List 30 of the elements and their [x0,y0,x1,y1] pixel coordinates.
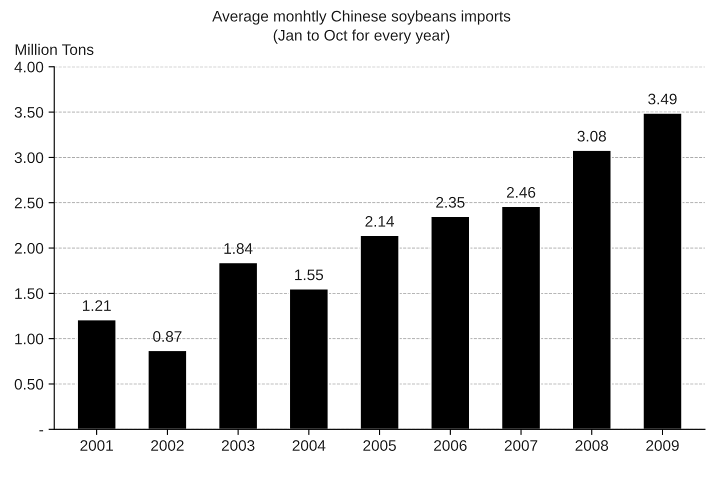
y-tick-label: - [39,430,44,432]
data-label: 1.21 [82,300,111,311]
chart-subtitle: (Jan to Oct for every year) [274,29,450,44]
data-label: 3.08 [577,130,606,142]
y-tick-label: 1.50 [15,288,44,300]
y-tick-label: 4.00 [14,62,44,72]
chart-title: Average monhtly Chinese soybeans imports [212,10,510,25]
data-label: 2.46 [506,186,536,198]
x-tick-label: 2008 [576,440,608,451]
y-tick-label: 2.50 [14,198,44,208]
x-tick-label: 2007 [504,440,538,451]
data-label: 2.35 [436,196,465,208]
x-tick-label: 2005 [363,440,396,451]
data-label: 2.14 [365,216,394,227]
data-label: 1.84 [224,243,253,254]
x-tick-label: 2004 [292,440,326,451]
y-tick-label: 3.50 [14,106,44,118]
y-tick-label: 1.00 [15,334,44,344]
data-label: 0.87 [153,331,182,342]
y-tick-label: 3.00 [14,152,44,164]
x-tick-label: 2009 [646,440,679,451]
y-axis-title: Million Tons [16,44,94,56]
x-tick-label: 2002 [151,440,184,451]
x-tick-label: 2001 [80,440,113,451]
y-tick-label: 0.50 [14,378,44,390]
x-tick-label: 2003 [222,440,254,451]
x-tick-label: 2006 [434,440,467,451]
data-label: 1.55 [295,270,324,280]
data-label: 3.49 [648,94,677,104]
y-tick-label: 2.00 [14,242,44,254]
